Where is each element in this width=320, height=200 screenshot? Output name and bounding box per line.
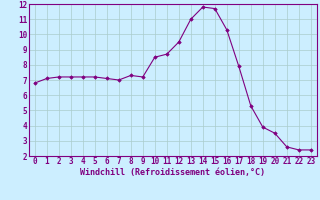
X-axis label: Windchill (Refroidissement éolien,°C): Windchill (Refroidissement éolien,°C): [80, 168, 265, 177]
